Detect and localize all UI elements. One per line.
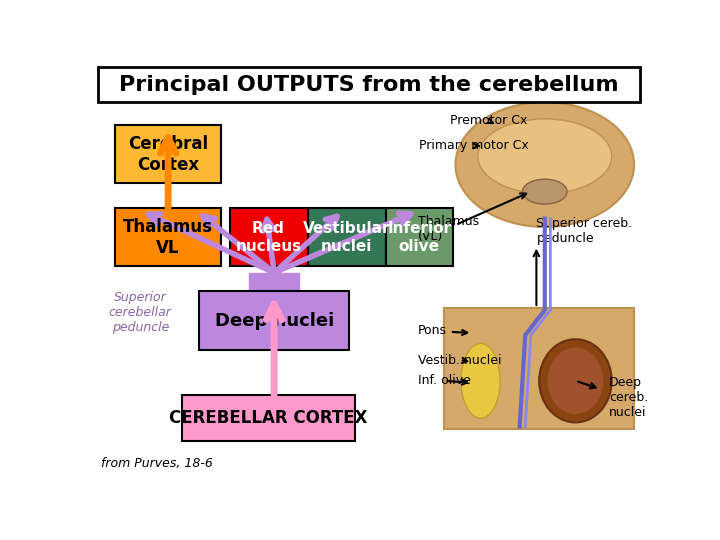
Text: CEREBELLAR CORTEX: CEREBELLAR CORTEX [169,409,368,427]
FancyBboxPatch shape [182,395,355,441]
Text: Pons: Pons [418,325,467,338]
Text: Deep
cereb.
nuclei: Deep cereb. nuclei [609,376,648,419]
Ellipse shape [478,119,612,194]
Text: Vestibular
nuclei: Vestibular nuclei [303,221,390,254]
FancyBboxPatch shape [199,292,349,349]
Text: Premotor Cx: Premotor Cx [450,114,527,127]
FancyBboxPatch shape [115,208,221,266]
Ellipse shape [461,343,500,418]
Text: Vestib. nuclei: Vestib. nuclei [418,354,502,367]
Ellipse shape [539,339,612,422]
Text: Primary motor Cx: Primary motor Cx [419,139,529,152]
Text: from Purves, 18-6: from Purves, 18-6 [101,457,213,470]
FancyBboxPatch shape [99,67,639,102]
Text: Inferior
olive: Inferior olive [387,221,451,254]
FancyBboxPatch shape [230,208,307,266]
Ellipse shape [456,102,634,227]
Text: Principal OUTPUTS from the cerebellum: Principal OUTPUTS from the cerebellum [120,75,618,94]
FancyBboxPatch shape [307,208,386,266]
Ellipse shape [523,179,567,204]
FancyBboxPatch shape [115,125,221,183]
Text: Thalamus
VL: Thalamus VL [123,218,213,256]
Polygon shape [249,273,300,294]
Ellipse shape [548,348,603,414]
FancyBboxPatch shape [444,308,634,429]
Text: Superior cereb.
peduncle: Superior cereb. peduncle [536,217,633,245]
Text: Superior
cerebellar
peduncle: Superior cerebellar peduncle [109,292,171,334]
Text: Red
nucleus: Red nucleus [235,221,302,254]
Text: Cerebral
Cortex: Cerebral Cortex [128,135,208,173]
Text: Deep nuclei: Deep nuclei [215,312,334,329]
FancyBboxPatch shape [386,208,453,266]
Text: Inf. olive: Inf. olive [418,374,471,387]
Text: Thalamus
(VL): Thalamus (VL) [418,215,480,243]
